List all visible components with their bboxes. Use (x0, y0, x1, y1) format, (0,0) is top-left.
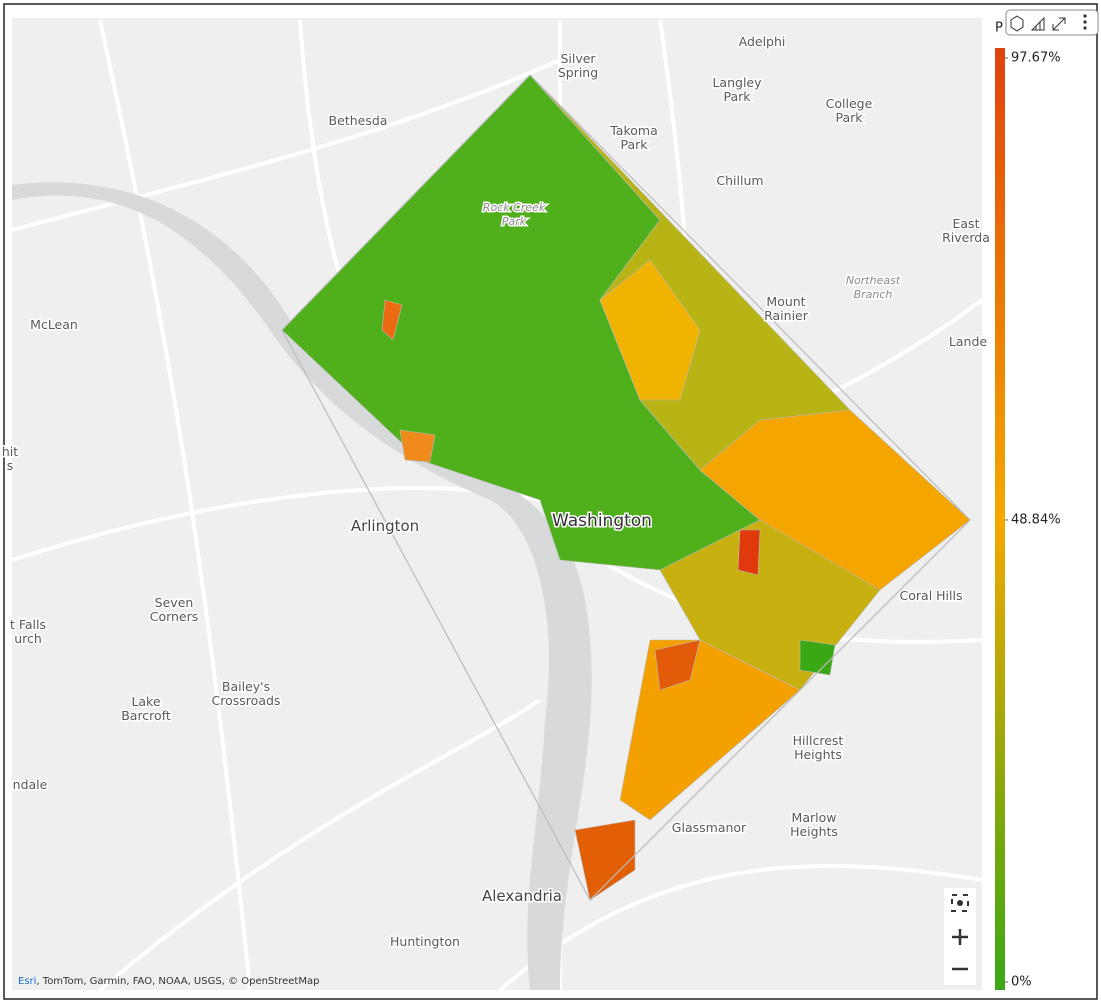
frame (3, 3, 1098, 1000)
place-label-line: Riverda (942, 230, 990, 245)
legend-title: P (995, 21, 1003, 36)
place-label: Mount Rainier (764, 294, 809, 323)
place-label-line: College (826, 96, 873, 111)
more-icon[interactable] (1083, 14, 1087, 30)
place-label-line: Bethesda (329, 113, 388, 128)
place-label-line: Lake (131, 694, 160, 709)
place-label: Lande (949, 334, 987, 349)
place-label: t Falls urch (10, 617, 46, 646)
place-label: Takoma Park (609, 123, 658, 152)
place-label-line: Adelphi (739, 34, 786, 49)
place-label-line: Washington (552, 511, 652, 531)
place-label-line: hit (2, 444, 18, 459)
place-label: Seven Corners (150, 595, 199, 624)
place-label-line: t Falls (10, 617, 46, 632)
place-label-line: Crossroads (212, 693, 281, 708)
dc-boundary (281, 74, 971, 901)
place-label-line: Arlington (351, 517, 419, 535)
place-label: McLean (30, 317, 78, 332)
place-label-line: Takoma (609, 123, 658, 138)
place-label-line: Seven (155, 595, 194, 610)
place-label: College Park (826, 96, 873, 125)
place-label: East Riverda (942, 216, 990, 245)
place-label-line: Glassmanor (672, 820, 747, 835)
place-label: Huntington (390, 934, 460, 949)
place-label-line: Park (835, 110, 863, 125)
place-label-line: Silver (560, 51, 596, 66)
place-label-line: Spring (558, 65, 598, 80)
place-label-line: Chillum (716, 173, 763, 188)
place-label-line: Heights (790, 824, 838, 839)
zoom-in[interactable] (952, 929, 968, 945)
place-label-line: Park (620, 137, 648, 152)
place-label: Adelphi (739, 34, 786, 49)
legend-bar (995, 48, 1005, 990)
place-label-line: Barcroft (121, 708, 171, 723)
place-label-line: Rainier (764, 308, 809, 323)
legend-label: 48.84% (1011, 512, 1061, 527)
place-label: Lake Barcroft (121, 694, 171, 723)
attribution: Esri, TomTom, Garmin, FAO, NOAA, USGS, ©… (18, 976, 319, 987)
place-label-line: Heights (794, 747, 842, 762)
expand-icon[interactable] (1052, 17, 1066, 31)
place-label-line: ndale (13, 777, 48, 792)
filter-icon[interactable] (1010, 15, 1024, 32)
zoom-controls (944, 888, 976, 985)
place-label-line: urch (14, 631, 42, 646)
place-label: Coral Hills (900, 588, 963, 603)
place-label-line: s (7, 458, 14, 473)
place-label-line: Marlow (792, 810, 837, 825)
choropleth (281, 74, 971, 901)
place-label-line: Huntington (390, 934, 460, 949)
place-label: Chillum (716, 173, 763, 188)
place-label: Hillcrest Heights (793, 733, 844, 762)
place-label-line: Langley (712, 75, 762, 90)
place-label-line: McLean (30, 317, 78, 332)
locate-button[interactable] (951, 894, 969, 912)
place-label-line: Northeast (846, 274, 901, 287)
place-label: Marlow Heights (790, 810, 838, 839)
analytics-icon[interactable] (1030, 16, 1045, 31)
legend-label: 0% (1011, 975, 1032, 990)
place-label-line: Hillcrest (793, 733, 844, 748)
place-label: Glassmanor (672, 820, 747, 835)
place-label-line: Mount (766, 294, 805, 309)
legend-label: 97.67% (1011, 51, 1061, 66)
place-label-line: Park (502, 215, 527, 228)
place-label-line: Corners (150, 609, 199, 624)
place-label-line: East (953, 216, 980, 231)
place-label: Northeast Branch (846, 274, 901, 301)
place-label: Bethesda (329, 113, 388, 128)
place-label: hit s (2, 444, 18, 473)
place-label: Alexandria (482, 887, 562, 905)
toolbar (1005, 9, 1099, 36)
place-label-line: Rock Creek (483, 201, 546, 214)
place-label-line: Branch (854, 288, 893, 301)
place-label-line: Park (723, 89, 751, 104)
place-label-line: Alexandria (482, 887, 562, 905)
place-label: Langley Park (712, 75, 762, 104)
place-label-line: Coral Hills (900, 588, 963, 603)
place-label: Rock Creek Park (483, 201, 546, 228)
place-label: Washington (552, 511, 652, 531)
place-label: Bailey's Crossroads (212, 679, 281, 708)
place-label: Arlington (351, 517, 419, 535)
place-label-line: Lande (949, 334, 987, 349)
place-label-line: Bailey's (222, 679, 270, 694)
place-label: ndale (13, 777, 48, 792)
place-label: Silver Spring (558, 51, 598, 80)
